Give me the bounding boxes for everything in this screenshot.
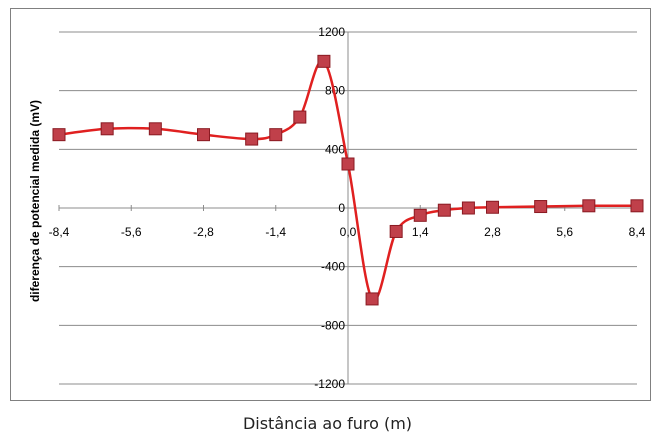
x-tick-label: -1,4	[265, 225, 286, 239]
data-point-5	[269, 128, 283, 142]
y-tick-label: 1200	[318, 25, 345, 39]
data-point-8	[341, 157, 355, 171]
data-point-1	[100, 122, 114, 136]
x-axis-label: Distância ao furo (m)	[242, 414, 413, 433]
x-tick-label: 5,6	[556, 225, 573, 239]
data-point-12	[437, 203, 451, 217]
data-point-9	[365, 292, 379, 306]
data-point-6	[293, 110, 307, 124]
data-point-13	[461, 201, 475, 215]
data-point-7	[317, 54, 331, 68]
chart-plot: 1200 800 400 0 -400 -800 -1200 -8,4 -5,6 -2,8 -1,4…	[28, 25, 646, 391]
x-tick-label: 1,4	[412, 225, 429, 239]
x-tick-label: 2,8	[484, 225, 501, 239]
data-point-2	[148, 122, 162, 136]
chart-frame: 1200 800 400 0 -400 -800 -1200 -8,4 -5,6 -2,8 -1,4…	[10, 8, 651, 401]
data-point-4	[245, 132, 259, 146]
x-tick-label: 0,0	[340, 225, 357, 239]
x-tick-label: -5,6	[121, 225, 142, 239]
y-tick-label: -1200	[314, 377, 345, 391]
data-point-11	[413, 208, 427, 222]
data-point-15	[534, 200, 548, 214]
y-tick-label: -800	[321, 318, 345, 332]
y-tick-label: 0	[338, 201, 345, 215]
x-tick-label: -2,8	[193, 225, 214, 239]
data-point-16	[582, 199, 596, 213]
y-tick-label: 800	[325, 84, 345, 98]
y-tick-label: 400	[325, 142, 345, 156]
data-point-0	[52, 128, 66, 142]
data-point-17	[630, 199, 644, 213]
x-tick-label: -8,4	[49, 225, 70, 239]
y-tick-label: -400	[321, 260, 345, 274]
x-tick-label: 8,4	[629, 225, 646, 239]
data-point-10	[389, 224, 403, 238]
data-point-14	[486, 200, 499, 214]
data-point-3	[197, 128, 210, 142]
y-axis-label: diferença de potencial medida (mV)	[28, 100, 42, 302]
